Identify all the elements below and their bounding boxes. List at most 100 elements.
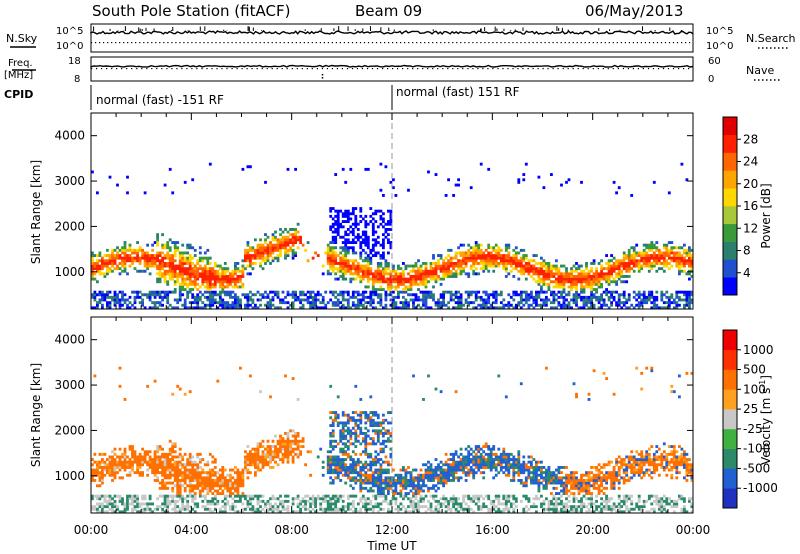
heatmap-cell [158, 505, 162, 509]
heatmap-cell [683, 290, 686, 294]
heatmap-cell [437, 254, 440, 257]
heatmap-cell [133, 267, 137, 271]
heatmap-cell [412, 280, 415, 284]
heatmap-cell [118, 476, 122, 480]
nave-point [316, 68, 318, 70]
heatmap-cell [349, 429, 353, 433]
heatmap-cell [121, 262, 124, 265]
heatmap-cell [424, 262, 428, 265]
heatmap-cell [535, 272, 538, 276]
heatmap-cell [542, 269, 546, 273]
heatmap-cell [600, 272, 603, 276]
heatmap-cell [241, 293, 245, 297]
heatmap-cell [166, 290, 170, 294]
heatmap-cell [171, 473, 175, 477]
heatmap-cell [198, 481, 202, 485]
heatmap-cell [620, 275, 624, 278]
heatmap-cell [239, 494, 242, 498]
heatmap-cell [244, 303, 247, 307]
heatmap-cell [166, 455, 170, 459]
heatmap-cell [186, 251, 190, 255]
nsearch-point [351, 42, 354, 44]
heatmap-cell [221, 489, 225, 493]
heatmap-cell [213, 494, 217, 498]
heatmap-cell [532, 264, 536, 268]
heatmap-cell [289, 442, 292, 446]
heatmap-cell [361, 295, 365, 299]
heatmap-cell [168, 290, 172, 294]
heatmap-cell [597, 272, 601, 276]
nsearch-point [576, 42, 578, 44]
heatmap-cell [133, 455, 137, 459]
heatmap-cell [524, 277, 528, 281]
heatmap-cell [640, 264, 644, 268]
nsearch-point [392, 42, 394, 44]
heatmap-cell [346, 445, 350, 448]
heatmap-cell [178, 486, 182, 490]
heatmap-cell [203, 484, 207, 488]
heatmap-cell [106, 303, 109, 307]
heatmap-cell [354, 217, 358, 221]
heatmap-cell [570, 280, 573, 284]
heatmap-cell [504, 269, 508, 273]
heatmap-cell [560, 290, 563, 294]
heatmap-cell [168, 167, 172, 171]
nave-point [627, 68, 629, 70]
heatmap-cell [361, 473, 365, 477]
heatmap-cell [356, 233, 360, 237]
heatmap-cell [256, 452, 260, 456]
heatmap-cell [259, 246, 262, 250]
heatmap-cell [600, 298, 603, 302]
heatmap-cell [118, 262, 122, 265]
heatmap-cell [198, 494, 202, 498]
heatmap-cell [354, 222, 358, 226]
heatmap-cell [226, 280, 230, 284]
heatmap-cell [344, 413, 348, 417]
nave-point [407, 68, 409, 70]
heatmap-cell [371, 248, 375, 252]
heatmap-cell [457, 246, 460, 250]
heatmap-cell [637, 301, 641, 305]
nave-point [161, 68, 163, 70]
heatmap-cell [244, 458, 247, 461]
heatmap-cell [620, 262, 624, 265]
heatmap-cell [346, 413, 350, 417]
heatmap-cell [234, 262, 237, 265]
heatmap-cell [171, 499, 175, 503]
heatmap-cell [249, 463, 252, 467]
heatmap-cell [647, 269, 651, 273]
heatmap-cell [389, 214, 393, 218]
heatmap-cell [196, 301, 200, 305]
heatmap-cell [349, 225, 353, 229]
heatmap-cell [281, 437, 285, 441]
heatmap-cell [620, 301, 624, 305]
heatmap-cell [264, 460, 267, 464]
heatmap-cell [131, 290, 134, 294]
heatmap-cell [645, 259, 649, 263]
heatmap-cell [131, 507, 134, 511]
heatmap-cell [484, 267, 488, 271]
heatmap-cell [166, 301, 170, 305]
heatmap-cell [234, 505, 237, 509]
heatmap-cell [96, 497, 99, 501]
heatmap-cell [550, 264, 553, 268]
heatmap-cell [637, 306, 641, 310]
heatmap-cell [550, 267, 553, 271]
heatmap-cell [359, 207, 363, 210]
heatmap-cell [379, 277, 383, 281]
heatmap-cell [271, 243, 275, 247]
heatmap-cell [188, 471, 192, 475]
freq-outlier [321, 74, 324, 76]
heatmap-cell [178, 492, 182, 495]
heatmap-cell [208, 262, 212, 265]
heatmap-cell [186, 275, 190, 278]
nave-point [607, 68, 609, 70]
heatmap-cell [181, 282, 185, 286]
heatmap-cell [279, 445, 282, 448]
heatmap-cell [256, 243, 260, 247]
heatmap-cell [467, 293, 471, 297]
heatmap-cell [369, 267, 373, 271]
heatmap-cell [234, 486, 237, 490]
heatmap-cell [173, 463, 177, 467]
heatmap-cell [469, 293, 473, 297]
